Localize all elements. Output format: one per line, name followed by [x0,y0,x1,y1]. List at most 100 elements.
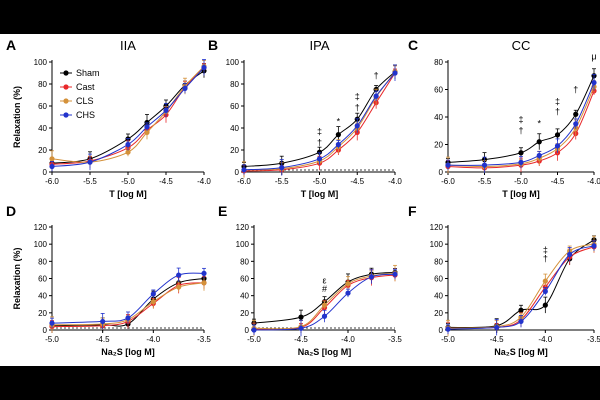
data-point [316,149,323,155]
legend-swatch-marker [63,84,69,90]
data-point [542,288,548,294]
y-axis-label: Relaxation (%) [12,247,22,309]
data-point [373,93,379,99]
legend-label: CHS [76,110,95,120]
significance-marker: † [317,138,322,148]
y-tick-label: 100 [34,240,48,249]
panel-letter: D [6,203,16,219]
y-tick-label: 80 [240,257,249,266]
y-tick-label: 120 [34,223,48,232]
data-point [316,156,323,162]
data-point [567,251,573,258]
x-tick-label: -4.0 [146,335,160,344]
x-tick-label: -5.5 [275,177,289,186]
data-point [279,165,285,171]
data-point [392,271,398,277]
y-tick-label: 80 [434,257,443,266]
data-point [573,121,579,127]
y-tick-label: 0 [43,326,48,335]
x-tick-label: -3.5 [587,335,600,344]
data-point [144,124,150,130]
data-point [345,290,351,296]
y-tick-label: 100 [34,58,48,67]
x-tick-label: -4.0 [538,335,552,344]
data-point [125,149,131,155]
data-point [150,299,156,305]
series-chs [445,240,597,336]
x-tick-label: -4.5 [159,177,173,186]
y-tick-label: 40 [230,124,239,133]
figure-background [0,34,600,366]
data-point [163,107,169,113]
x-tick-label: -4.0 [587,177,600,186]
significance-marker: # [322,284,327,294]
y-tick-label: 100 [226,58,240,67]
data-point [518,307,524,313]
data-point [573,111,579,117]
significance-marker: * [337,117,341,127]
significance-marker: † [573,84,578,94]
panel-letter: B [208,37,218,53]
x-tick-label: -4.5 [294,335,308,344]
y-tick-label: 40 [434,113,443,122]
x-axis-label: Na₂S [log M] [101,347,155,357]
significance-marker: ‡ [543,245,548,255]
x-tick-label: -4.0 [197,177,211,186]
significance-marker: ‡ [317,127,322,137]
data-point [176,284,182,290]
x-axis-label: T [log M] [301,189,339,199]
x-tick-label: -5.0 [247,335,261,344]
y-tick-label: 60 [434,86,443,95]
significance-marker: ε [322,276,326,286]
x-tick-label: -5.0 [441,335,455,344]
data-point [321,313,328,319]
data-point [445,162,451,168]
data-point [201,270,207,276]
significance-marker: ‡ [355,91,360,101]
data-point [536,139,542,145]
y-tick-label: 120 [236,223,250,232]
x-axis-label: T [log M] [109,189,147,199]
panel-f: F 0 20 40 60 80 100 120 -5.0 -4.5 -4.0 -3.5 Na₂S [lo… [408,203,600,357]
panel-b: B IPA 0 20 40 60 80 100 -6.0 -5.5 -5.0 -4.5 -4.0 T [l… [208,37,402,199]
y-tick-label: 0 [235,168,240,177]
data-point [144,129,150,135]
data-point [354,123,360,129]
y-tick-label: 20 [434,141,443,150]
x-tick-label: -5.0 [514,177,528,186]
data-point [481,162,488,168]
panel-d: D 0 20 40 60 80 100 120 -5.0 -4.5 -4.0 -3.5 Na₂S [lo… [6,203,211,357]
y-tick-label: 80 [434,58,443,67]
legend-swatch-marker [63,112,69,118]
x-tick-label: -6.0 [237,177,251,186]
x-tick-label: -4.5 [490,335,504,344]
data-point [518,150,524,156]
panel-letter: E [218,203,227,219]
data-point [536,152,542,159]
significance-marker: † [374,71,379,81]
panel-title: CC [512,38,531,53]
panel-letter: A [6,37,16,53]
data-point [591,243,597,249]
data-point [542,278,548,284]
data-point [201,280,207,286]
y-tick-label: 20 [230,146,239,155]
y-tick-label: 20 [434,309,443,318]
x-tick-label: -4.0 [341,335,355,344]
data-point [554,143,561,149]
significance-marker: ‡ [518,115,523,125]
y-tick-label: 20 [38,146,47,155]
significance-marker: μ [591,51,596,61]
x-axis-label: Na₂S [log M] [298,347,352,357]
x-tick-label: -4.5 [551,177,565,186]
data-point [542,302,548,308]
x-axis-label: Na₂S [log M] [494,347,548,357]
significance-marker: † [518,126,523,136]
data-point [335,132,341,138]
panel-title: IPA [310,38,330,53]
data-point [241,167,247,173]
x-axis-label: T [log M] [502,189,540,199]
data-point [176,272,182,278]
y-tick-label: 60 [230,102,239,111]
